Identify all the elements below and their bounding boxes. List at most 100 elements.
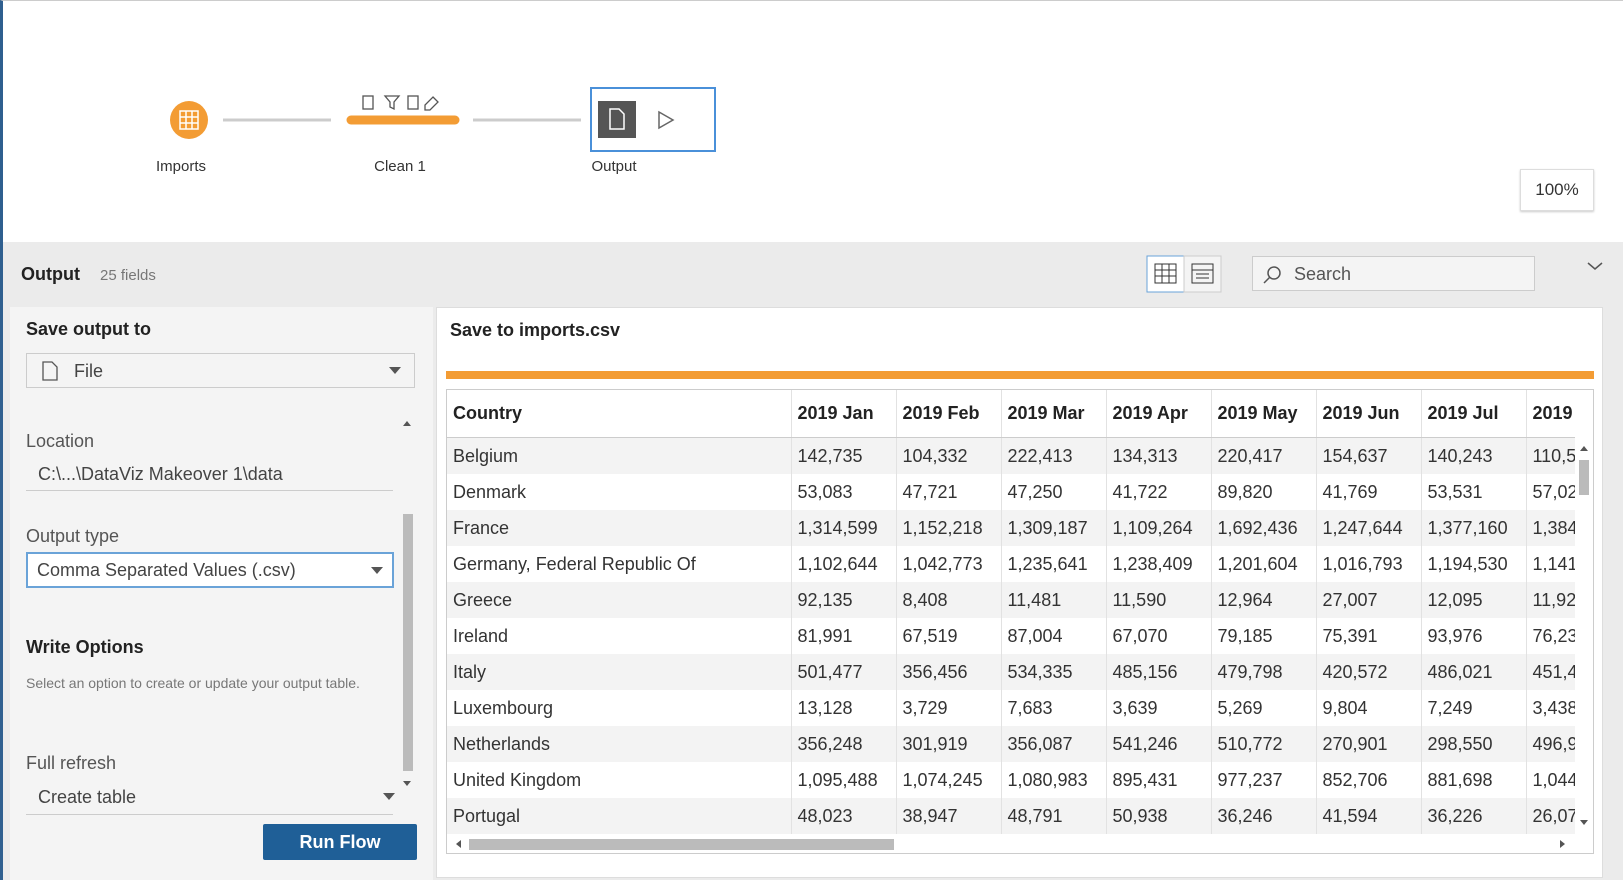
value-cell: 13,128 [791, 690, 897, 726]
clean-icons [362, 95, 439, 111]
value-cell: 81,991 [791, 618, 897, 654]
value-cell: 1,042,773 [896, 546, 1002, 582]
value-cell: 5,269 [1211, 690, 1317, 726]
value-cell: 222,413 [1001, 437, 1107, 474]
value-cell: 220,417 [1211, 437, 1317, 474]
value-cell: 1,194,530 [1421, 546, 1527, 582]
h-scrollbar[interactable] [447, 835, 1575, 853]
value-cell: 27,007 [1316, 582, 1422, 618]
search-placeholder: Search [1294, 264, 1352, 284]
node-label: Imports [155, 158, 206, 175]
value-cell: 48,791 [1001, 798, 1107, 834]
value-cell: 41,594 [1316, 798, 1422, 834]
run-icon[interactable] [658, 110, 675, 130]
value-cell: 881,698 [1421, 762, 1527, 798]
value-cell: 47,721 [896, 474, 1002, 510]
scrollbar[interactable] [399, 414, 415, 794]
value-cell: 301,919 [896, 726, 1002, 762]
data-row: Ireland 81,991 67,519 87,004 67,070 79,185 75,… [447, 618, 1575, 654]
value-cell: 12,964 [1211, 582, 1317, 618]
value-cell: 541,246 [1106, 726, 1212, 762]
value-cell: 110,5 [1526, 437, 1575, 474]
value-cell: 3,729 [896, 690, 1002, 726]
country-cell: Belgium [447, 437, 792, 474]
value-cell: 298,550 [1421, 726, 1527, 762]
country-cell: Portugal [447, 798, 792, 834]
value-cell: 11,92 [1526, 582, 1575, 618]
country-cell: France [447, 510, 792, 546]
value-cell: 50,938 [1106, 798, 1212, 834]
search-icon [1263, 266, 1281, 284]
preview-panel: Save to imports.csv Country 2019 Jan 2019 … [436, 307, 1603, 878]
country-cell: Greece [447, 582, 792, 618]
value-cell: 67,519 [896, 618, 1002, 654]
value-cell: 26,07 [1526, 798, 1575, 834]
refresh-dropdown[interactable]: Create table [26, 780, 395, 815]
node-label: Output [591, 158, 637, 175]
value-cell: 1,309,187 [1001, 510, 1107, 546]
column-header: 2019 Mar [1001, 390, 1107, 438]
value-cell: 8,408 [896, 582, 1002, 618]
write-options-desc: Select an option to create or update you… [26, 675, 360, 691]
value-cell: 496,9 [1526, 726, 1575, 762]
column-header: 2019 Jan [791, 390, 897, 438]
value-cell: 1,235,641 [1001, 546, 1107, 582]
dropdown-arrow [389, 367, 401, 374]
column-header: 2019 A [1526, 390, 1575, 438]
value-cell: 11,481 [1001, 582, 1107, 618]
value-cell: 75,391 [1316, 618, 1422, 654]
value-cell: 36,246 [1211, 798, 1317, 834]
column-header: 2019 Jun [1316, 390, 1422, 438]
imports-node[interactable] [170, 101, 208, 139]
country-cell: Germany, Federal Republic Of [447, 546, 792, 582]
country-cell: Netherlands [447, 726, 792, 762]
value-cell: 76,23 [1526, 618, 1575, 654]
value-cell: 67,070 [1106, 618, 1212, 654]
column-header: 2019 Feb [896, 390, 1002, 438]
value-cell: 1,095,488 [791, 762, 897, 798]
value-cell: 485,156 [1106, 654, 1212, 690]
flow-canvas: Imports Clean 1 Output 100% [0, 0, 1623, 242]
data-row: Netherlands 356,248 301,919 356,087 541,246 5… [447, 726, 1575, 762]
node-label: Clean 1 [374, 158, 426, 175]
grid-view[interactable] [1146, 255, 1185, 293]
data-row: Denmark 53,083 47,721 47,250 41,722 89,820 41,… [447, 474, 1575, 510]
settings-panel: Save output to File Location C:\...\Data… [10, 307, 433, 880]
data-row: Belgium 142,735 104,332 222,413 134,313 220,4… [447, 437, 1575, 474]
collapse-chevron[interactable] [1585, 256, 1605, 276]
output-type-label: Output type [26, 526, 120, 546]
flow-diagram [170, 87, 716, 152]
value-cell: 1,692,436 [1211, 510, 1317, 546]
data-grid: Country 2019 Jan 2019 Feb 2019 Mar 2019 Apr 2… [446, 389, 1594, 854]
value-cell: 510,772 [1211, 726, 1317, 762]
data-row: France 1,314,599 1,152,218 1,309,187 1,109,2… [447, 510, 1575, 546]
value-cell: 1,314,599 [791, 510, 897, 546]
country-cell: United Kingdom [447, 762, 792, 798]
location-value[interactable]: C:\...\DataViz Makeover 1\data [26, 457, 393, 491]
data-row: Greece 92,135 8,408 11,481 11,590 12,964 27,00… [447, 582, 1575, 618]
zoom-level[interactable]: 100% [1520, 169, 1594, 211]
value-cell: 48,023 [791, 798, 897, 834]
panel-title: Output [21, 264, 80, 284]
v-scrollbar[interactable] [1575, 390, 1593, 853]
value-cell: 1,074,245 [896, 762, 1002, 798]
location-label: Location [26, 431, 95, 451]
value-cell: 87,004 [1001, 618, 1107, 654]
save-dropdown[interactable]: File [26, 353, 415, 388]
search-box[interactable]: Search [1252, 256, 1535, 291]
value-cell: 356,248 [791, 726, 897, 762]
run-flow-button[interactable]: Run Flow [263, 824, 417, 860]
value-cell: 420,572 [1316, 654, 1422, 690]
value-cell: 479,798 [1211, 654, 1317, 690]
column-header: 2019 Apr [1106, 390, 1212, 438]
output-type-dropdown[interactable]: Comma Separated Values (.csv) [26, 552, 394, 588]
value-cell: 104,332 [896, 437, 1002, 474]
save-label: Save output to [26, 319, 151, 339]
value-cell: 451,4 [1526, 654, 1575, 690]
country-cell: Luxembourg [447, 690, 792, 726]
value-cell: 53,531 [1421, 474, 1527, 510]
value-cell: 93,976 [1421, 618, 1527, 654]
table-icon [179, 110, 199, 130]
